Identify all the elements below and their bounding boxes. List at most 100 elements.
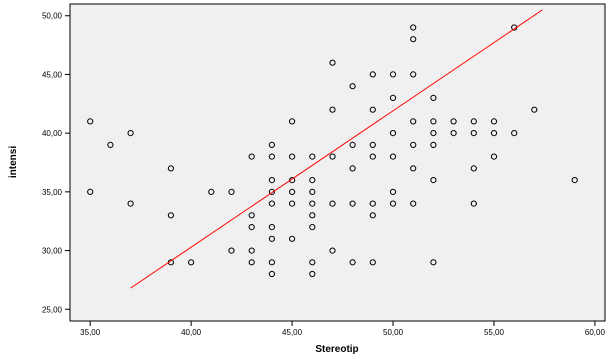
data-point [188, 259, 195, 266]
y-tick-label: 45,00 [42, 70, 63, 79]
data-point [389, 200, 397, 207]
fit-line [130, 9, 543, 289]
data-point [430, 130, 437, 137]
data-point [248, 153, 255, 160]
data-point [410, 71, 417, 78]
data-point [268, 200, 275, 207]
data-point [289, 118, 296, 125]
x-axis-title: Stereotip [315, 344, 358, 355]
data-point [228, 247, 235, 254]
data-point [511, 130, 518, 137]
data-point [470, 130, 477, 137]
data-point [87, 118, 94, 125]
data-point [268, 141, 275, 148]
data-point [268, 188, 275, 195]
data-point [349, 165, 356, 172]
y-tick-label: 25,00 [42, 305, 63, 314]
data-point [430, 141, 437, 148]
data-point [490, 153, 498, 160]
data-point [329, 59, 336, 66]
data-point [349, 259, 356, 266]
data-point [329, 106, 336, 113]
data-point [248, 212, 255, 219]
data-point [309, 212, 316, 219]
data-point [309, 177, 316, 184]
data-point [369, 153, 376, 160]
data-point [389, 130, 397, 137]
data-point [289, 200, 296, 207]
data-point [410, 36, 417, 43]
data-point [228, 188, 235, 195]
data-point [470, 200, 477, 207]
data-point [268, 224, 275, 231]
data-point [268, 270, 275, 278]
x-tick-label: 60,00 [585, 328, 606, 337]
data-point [450, 130, 457, 137]
data-point [268, 177, 275, 184]
data-point [309, 200, 316, 207]
data-point [167, 212, 174, 219]
data-point [430, 259, 437, 266]
data-point [410, 118, 417, 125]
axis-ticks [65, 15, 596, 326]
data-point [369, 71, 376, 78]
data-point [289, 177, 296, 184]
data-point [410, 141, 417, 148]
data-point [490, 118, 498, 125]
data-point [450, 118, 457, 125]
data-point [369, 106, 376, 113]
data-point [389, 188, 397, 195]
data-point [369, 212, 376, 219]
plot-area [69, 3, 606, 322]
data-point [490, 130, 498, 137]
data-point [571, 177, 578, 184]
data-point [329, 247, 336, 254]
data-point [289, 235, 296, 242]
data-point [410, 200, 417, 207]
data-point [248, 259, 255, 266]
data-point [410, 165, 417, 172]
data-points [87, 24, 578, 278]
data-point [167, 165, 174, 172]
data-point [309, 270, 316, 278]
x-tick-label: 50,00 [383, 328, 404, 337]
data-point [389, 94, 397, 102]
data-point [410, 24, 417, 31]
data-point [430, 177, 437, 184]
data-point [309, 153, 316, 160]
x-tick-label: 55,00 [484, 328, 505, 337]
data-point [127, 130, 134, 137]
data-point [369, 200, 376, 207]
data-point [309, 224, 316, 231]
data-point [349, 200, 356, 207]
data-point [127, 200, 134, 207]
x-tick-label: 40,00 [181, 328, 202, 337]
data-point [369, 141, 376, 148]
data-point [349, 83, 356, 90]
data-point [309, 188, 316, 195]
y-tick-label: 30,00 [42, 247, 63, 256]
data-point [389, 153, 397, 160]
data-point [248, 224, 255, 231]
data-point [470, 165, 477, 172]
data-point [268, 153, 275, 160]
x-tick-label: 45,00 [282, 328, 303, 337]
y-axis-title: intensi [8, 146, 19, 178]
data-point [268, 235, 275, 242]
data-point [248, 247, 255, 254]
data-point [369, 259, 376, 266]
y-tick-label: 40,00 [42, 129, 63, 138]
data-point [87, 188, 94, 195]
data-point [329, 200, 336, 207]
y-tick-label: 50,00 [42, 12, 63, 21]
data-point [309, 259, 316, 266]
data-point [430, 118, 437, 125]
data-point [329, 153, 336, 160]
data-point [268, 259, 275, 266]
data-point [208, 188, 215, 195]
y-tick-label: 35,00 [42, 188, 63, 197]
data-point [107, 141, 114, 148]
data-point [289, 153, 296, 160]
data-point [430, 94, 437, 102]
data-point [470, 118, 477, 125]
